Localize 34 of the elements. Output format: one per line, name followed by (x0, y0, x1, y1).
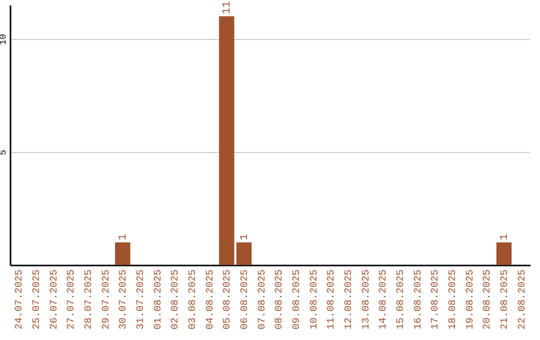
x-tick-label: 02.08.2025 (170, 270, 182, 330)
x-tick-label: 03.08.2025 (188, 270, 199, 330)
x-tick-label: 10.08.2025 (309, 270, 320, 330)
x-tick-label: 11.08.2025 (326, 270, 338, 330)
x-tick-label: 09.08.2025 (292, 270, 303, 330)
x-tick-label: 07.08.2025 (257, 270, 268, 330)
x-tick-label: 16.08.2025 (413, 270, 424, 330)
x-tick-label: 31.07.2025 (136, 270, 147, 330)
x-tick-label: 08.08.2025 (274, 270, 286, 330)
x-tick-label: 05.08.2025 (222, 270, 234, 330)
x-tick-label: 13.08.2025 (361, 270, 372, 330)
x-tick-label: 14.08.2025 (378, 270, 390, 330)
x-tick-label: 19.08.2025 (465, 270, 476, 330)
x-tick-label: 18.08.2025 (448, 270, 459, 330)
x-tick-label: 15.08.2025 (396, 270, 407, 330)
x-tick-label: 17.08.2025 (430, 270, 442, 330)
x-tick-label: 30.07.2025 (118, 270, 130, 330)
x-tick-label: 04.08.2025 (205, 270, 216, 330)
x-tick-label: 24.07.2025 (14, 270, 26, 330)
x-tick-label: 06.08.2025 (240, 270, 251, 330)
data-label: 1 (239, 233, 251, 240)
x-tick-label: 01.08.2025 (153, 270, 164, 330)
x-tick-label: 20.08.2025 (482, 270, 494, 330)
x-tick-label: 29.07.2025 (101, 270, 112, 330)
x-tick-label: 22.08.2025 (517, 270, 528, 330)
x-tick-label: 25.07.2025 (32, 270, 43, 330)
data-label: 1 (118, 233, 130, 240)
x-tick-label: 21.08.2025 (500, 270, 511, 330)
x-tick-label: 28.07.2025 (84, 270, 95, 330)
data-label: 11 (222, 0, 234, 14)
x-tick-label: 26.07.2025 (49, 270, 60, 330)
data-label: 1 (499, 233, 511, 240)
x-tick-label: 27.07.2025 (66, 270, 78, 330)
x-tick-label: 12.08.2025 (344, 270, 355, 330)
